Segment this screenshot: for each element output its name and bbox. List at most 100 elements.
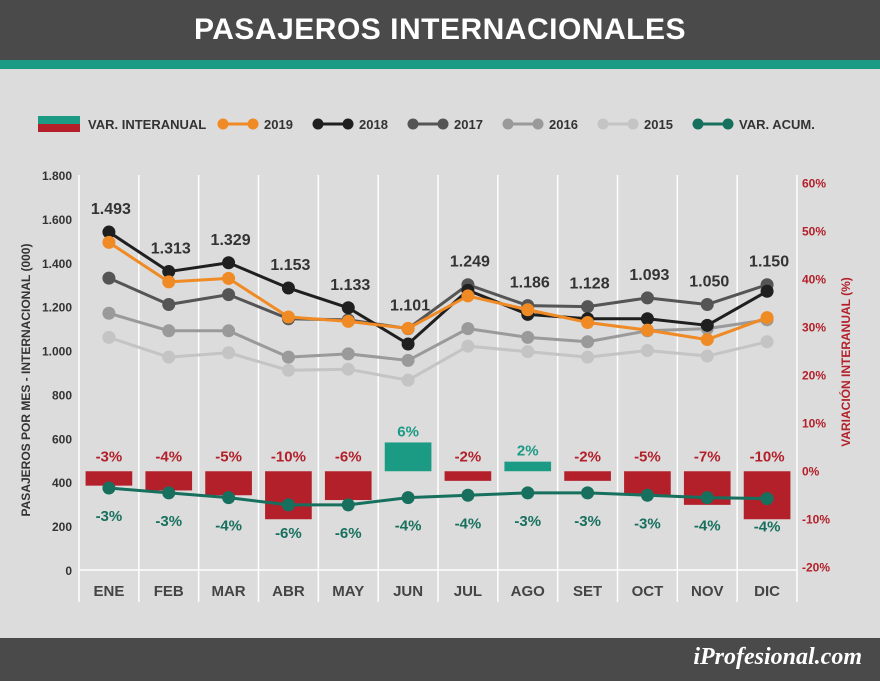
data-label-2019: 1.093: [629, 267, 669, 284]
x-tick-label: MAY: [332, 583, 364, 600]
var-interanual-label: -3%: [96, 448, 123, 465]
y-tick-label: 1.800: [42, 169, 72, 183]
var-acum-point: [281, 498, 295, 512]
x-tick-label: JUL: [454, 583, 482, 600]
series-2015-point: [700, 349, 714, 363]
series-2016-point: [102, 306, 116, 320]
x-tick-label: SET: [573, 583, 602, 600]
var-interanual-label: -2%: [455, 448, 482, 465]
data-label-2019: 1.153: [270, 257, 310, 274]
series-2015-line: [108, 335, 768, 382]
var-interanual-bar: [265, 471, 312, 520]
series-2019-point: [401, 321, 415, 335]
series-2015-point: [521, 345, 535, 359]
y-tick-label: 0: [65, 564, 72, 578]
series-2015-point: [341, 362, 355, 376]
y2-tick-label: -20%: [802, 560, 830, 574]
series-2019-point: [640, 323, 654, 337]
var-interanual-label: -4%: [155, 448, 182, 465]
series-2019-point: [281, 310, 295, 324]
y2-tick-label: 10%: [802, 416, 826, 430]
series-2018-point: [401, 337, 415, 351]
data-label-2019: 1.101: [390, 297, 430, 314]
var-acum-point: [640, 488, 654, 502]
y-tick-label: 800: [52, 388, 72, 402]
series-2015-point: [581, 350, 595, 364]
var-interanual-bar: [444, 471, 492, 481]
var-acum-label: -3%: [634, 515, 661, 532]
legend-marker: [217, 118, 229, 130]
var-acum-point: [521, 486, 535, 500]
var-acum-label: -4%: [455, 515, 482, 532]
y2-tick-label: 40%: [802, 272, 826, 286]
series-2018-point: [640, 312, 654, 326]
footer-bar: iProfesional.com: [0, 638, 880, 681]
y2-tick-label: 0%: [802, 464, 820, 478]
var-acum-label: -4%: [395, 518, 422, 535]
series-2018-point: [341, 301, 355, 315]
header-bar: PASAJEROS INTERNACIONALES: [0, 0, 880, 60]
x-tick-label: NOV: [691, 583, 724, 600]
series-2016-point: [461, 322, 475, 336]
series-2018-point: [700, 318, 714, 332]
data-label-2019: 1.050: [689, 273, 729, 290]
series-2019-point: [102, 235, 116, 249]
var-interanual-bar: [384, 442, 432, 472]
legend-label: 2019: [264, 117, 293, 132]
x-tick-label: ENE: [93, 583, 124, 600]
x-tick-label: FEB: [154, 583, 184, 600]
var-acum-point: [102, 481, 116, 495]
brand-logo: iProfesional.com: [693, 644, 862, 670]
series-2019-point: [461, 289, 475, 303]
series-2017-point: [102, 271, 116, 285]
series-2015-point: [401, 373, 415, 387]
y-tick-label: 200: [52, 520, 72, 534]
page-title: PASAJEROS INTERNACIONALES: [193, 13, 686, 46]
series-2015-point: [222, 346, 236, 360]
var-interanual-label: -10%: [750, 448, 785, 465]
var-acum-label: -6%: [275, 525, 302, 542]
y-tick-label: 1.400: [42, 257, 72, 271]
var-acum-label: -3%: [574, 513, 601, 530]
var-acum-point: [401, 491, 415, 505]
data-label-2019: 1.128: [570, 276, 610, 293]
series-2018-line: [108, 230, 768, 346]
legend-marker: [692, 118, 704, 130]
series-2016-point: [222, 324, 236, 338]
series-2018-point: [222, 256, 236, 270]
data-label-2019: 1.150: [749, 254, 789, 271]
legend-marker: [597, 118, 609, 130]
var-interanual-label: -7%: [694, 448, 721, 465]
y2-tick-label: 20%: [802, 368, 826, 382]
legend-label: 2018: [359, 117, 388, 132]
legend-bar-swatch-bottom: [38, 124, 80, 132]
var-acum-label: -3%: [155, 513, 182, 530]
data-label-2019: 1.493: [91, 201, 131, 218]
y-tick-label: 600: [52, 432, 72, 446]
series-2015-point: [461, 339, 475, 353]
var-acum-label: -4%: [215, 518, 242, 535]
var-interanual-bar: [145, 471, 193, 491]
legend-marker: [502, 118, 514, 130]
var-interanual-label: -5%: [215, 448, 242, 465]
var-acum-line: [108, 486, 768, 507]
series-2018-point: [102, 225, 116, 239]
var-acum-point: [162, 486, 176, 500]
series-2017-point: [162, 297, 176, 311]
legend-marker: [627, 118, 639, 130]
series-2019-point: [341, 314, 355, 328]
var-interanual-label: 2%: [517, 443, 539, 460]
legend-label: VAR. INTERANUAL: [88, 117, 206, 132]
y2-tick-label: 60%: [802, 176, 826, 190]
var-interanual-label: -2%: [574, 448, 601, 465]
var-interanual-label: -6%: [335, 448, 362, 465]
legend-marker: [407, 118, 419, 130]
var-interanual-bar: [324, 471, 372, 501]
x-tick-label: AGO: [511, 583, 546, 600]
legend-label: 2016: [549, 117, 578, 132]
x-tick-label: MAR: [211, 583, 245, 600]
data-label-2019: 1.329: [211, 232, 251, 249]
series-2016-point: [521, 330, 535, 344]
y2-tick-label: 30%: [802, 320, 826, 334]
var-interanual-bar: [504, 461, 552, 472]
